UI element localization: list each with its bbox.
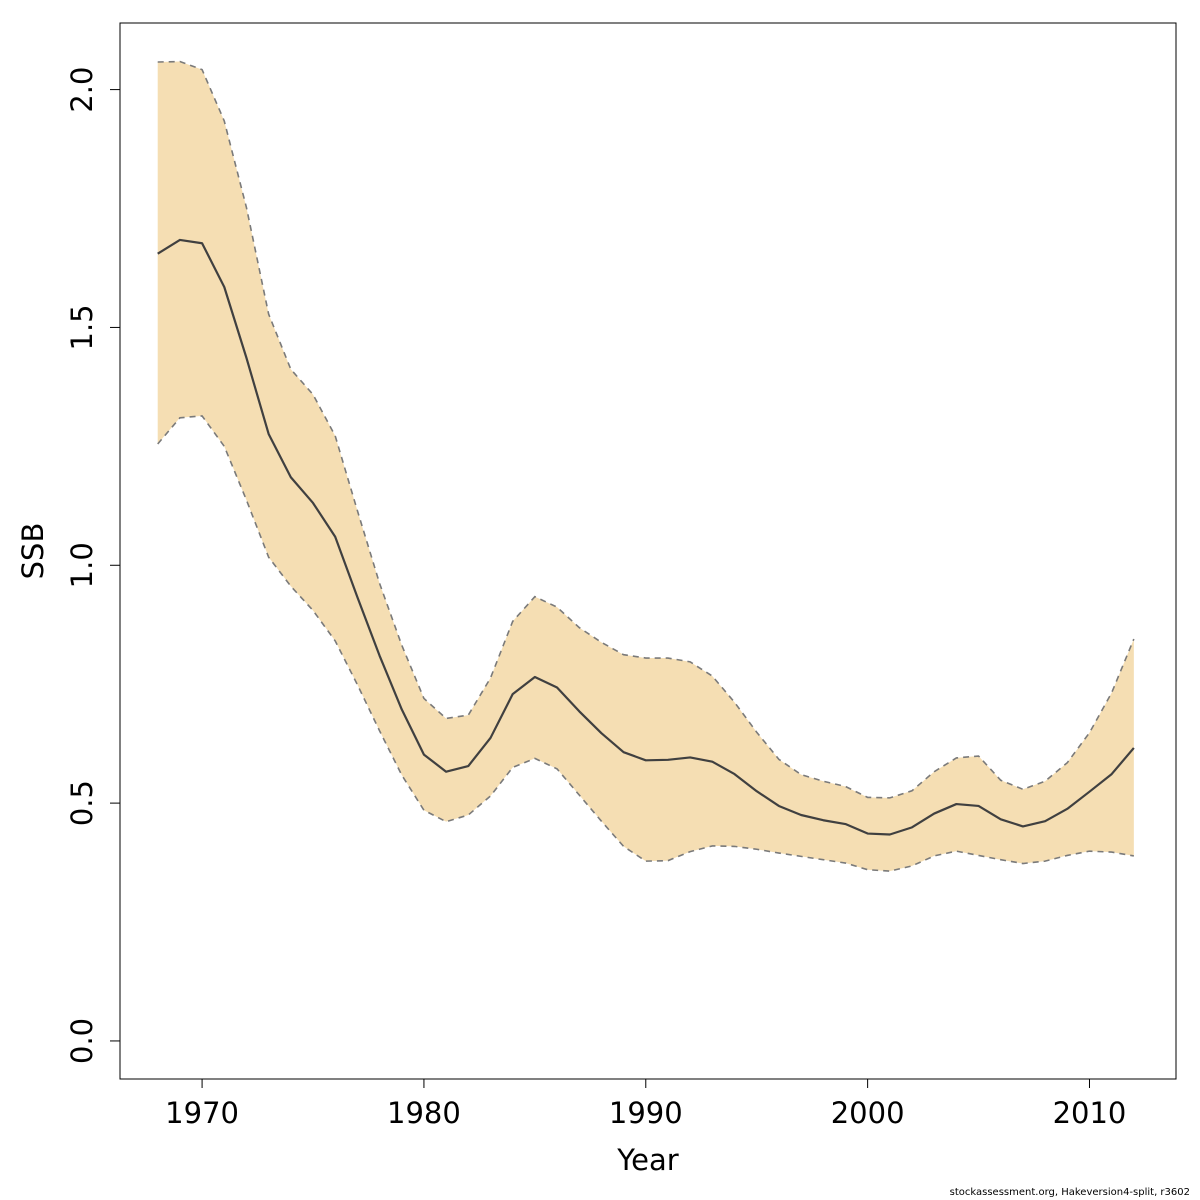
y-tick-label-1.5: 1.5 <box>65 304 99 350</box>
median-line-layer <box>157 238 1135 836</box>
x-tick-label-1970: 1970 <box>165 1096 239 1130</box>
x-axis-title: Year <box>616 1143 678 1177</box>
x-tick-label-1980: 1980 <box>387 1096 461 1130</box>
median-ssb-line <box>157 238 1135 836</box>
confidence-band-layer <box>157 60 1135 872</box>
x-tick-label-2000: 2000 <box>831 1096 905 1130</box>
footer-source-text: stockassessment.org, Hakeversion4-split,… <box>949 1187 1190 1198</box>
plot-frame <box>119 22 1177 1080</box>
x-tick-label-2010: 2010 <box>1053 1096 1127 1130</box>
x-axis: 1970 1980 1990 2000 2010 <box>165 1079 1126 1130</box>
y-tick-label-2.0: 2.0 <box>65 67 99 113</box>
y-tick-label-0.5: 0.5 <box>65 780 99 826</box>
y-tick-label-0.0: 0.0 <box>65 1018 99 1064</box>
confidence-band <box>157 61 1134 872</box>
y-axis: 0.0 0.5 1.0 1.5 2.0 <box>65 67 120 1064</box>
y-tick-label-1.0: 1.0 <box>65 542 99 588</box>
lower-bound-line <box>157 415 1134 872</box>
upper-bound-line <box>157 60 1135 799</box>
y-axis-title: SSB <box>16 523 50 580</box>
x-tick-label-1990: 1990 <box>609 1096 683 1130</box>
